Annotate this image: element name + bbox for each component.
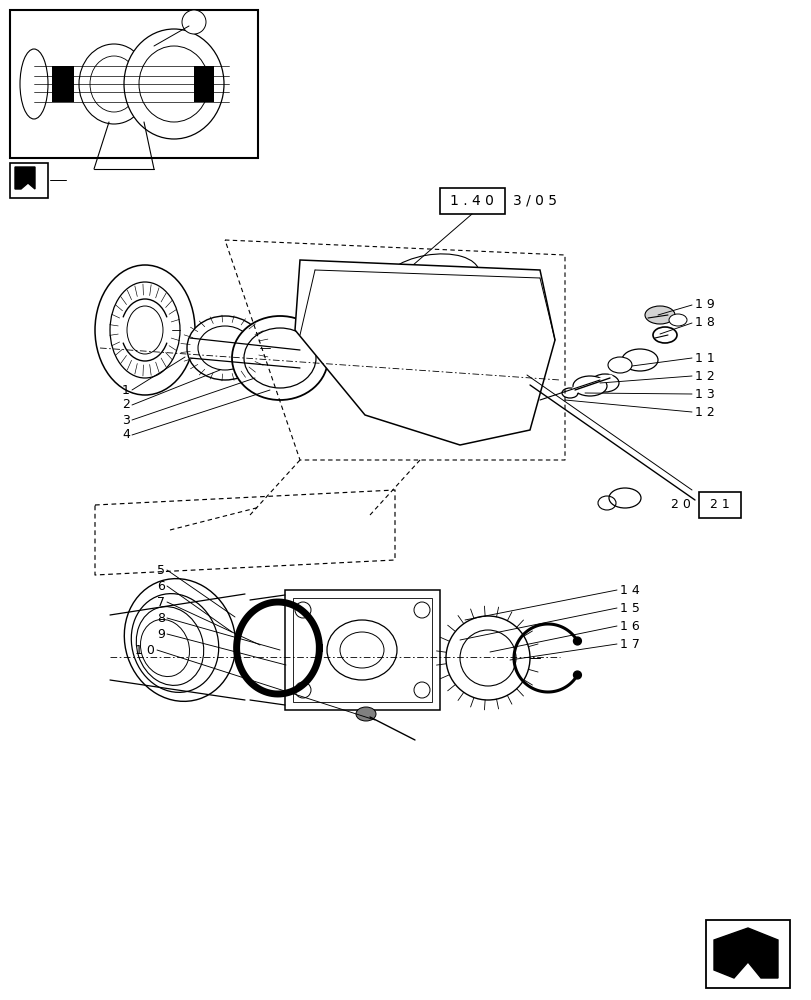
Text: 1 6: 1 6 bbox=[620, 619, 639, 633]
Text: 7: 7 bbox=[157, 595, 165, 608]
Text: 3: 3 bbox=[122, 414, 130, 426]
Ellipse shape bbox=[232, 316, 328, 400]
Ellipse shape bbox=[340, 632, 384, 668]
Bar bbox=[285, 590, 440, 710]
Text: 1 8: 1 8 bbox=[694, 316, 714, 330]
Bar bbox=[293, 598, 431, 702]
Text: 8: 8 bbox=[157, 611, 165, 624]
Ellipse shape bbox=[139, 46, 208, 122]
Ellipse shape bbox=[182, 10, 206, 34]
Bar bbox=[10, 163, 48, 198]
Ellipse shape bbox=[243, 328, 315, 388]
Text: 1 0: 1 0 bbox=[135, 644, 155, 656]
Circle shape bbox=[573, 637, 581, 645]
Ellipse shape bbox=[327, 620, 397, 680]
Ellipse shape bbox=[127, 306, 163, 354]
Polygon shape bbox=[15, 167, 35, 189]
Circle shape bbox=[354, 310, 394, 350]
Ellipse shape bbox=[79, 44, 148, 124]
Text: 9: 9 bbox=[157, 628, 165, 641]
Circle shape bbox=[414, 602, 430, 618]
Bar bbox=[698, 492, 740, 518]
Ellipse shape bbox=[124, 29, 224, 139]
Circle shape bbox=[414, 682, 430, 698]
Bar bbox=[440, 188, 504, 214]
Ellipse shape bbox=[573, 376, 607, 396]
Ellipse shape bbox=[460, 630, 515, 686]
Text: 5: 5 bbox=[157, 564, 165, 576]
Ellipse shape bbox=[668, 314, 686, 326]
Text: 1 2: 1 2 bbox=[694, 406, 714, 418]
Text: 4: 4 bbox=[122, 428, 130, 442]
Circle shape bbox=[461, 291, 488, 319]
Ellipse shape bbox=[90, 56, 138, 112]
Circle shape bbox=[404, 334, 436, 366]
Ellipse shape bbox=[109, 282, 180, 378]
Text: 1 2: 1 2 bbox=[694, 369, 714, 382]
Circle shape bbox=[573, 671, 581, 679]
Ellipse shape bbox=[198, 326, 251, 370]
Circle shape bbox=[294, 602, 311, 618]
Text: 6: 6 bbox=[157, 580, 165, 592]
Text: 1 3: 1 3 bbox=[694, 387, 714, 400]
Text: 1 5: 1 5 bbox=[620, 601, 639, 614]
Polygon shape bbox=[294, 260, 554, 445]
Ellipse shape bbox=[124, 579, 235, 701]
Text: 2 0: 2 0 bbox=[670, 498, 690, 512]
Ellipse shape bbox=[608, 488, 640, 508]
Text: 1: 1 bbox=[122, 383, 130, 396]
Circle shape bbox=[294, 682, 311, 698]
Text: 3 / 0 5: 3 / 0 5 bbox=[513, 194, 556, 208]
Ellipse shape bbox=[136, 607, 204, 685]
Text: 1 9: 1 9 bbox=[694, 298, 714, 312]
Ellipse shape bbox=[187, 316, 263, 380]
Text: 1 1: 1 1 bbox=[694, 352, 714, 364]
Ellipse shape bbox=[95, 265, 195, 395]
Ellipse shape bbox=[621, 349, 657, 371]
Text: 1 . 4 0: 1 . 4 0 bbox=[449, 194, 493, 208]
Bar bbox=[705, 920, 789, 988]
Ellipse shape bbox=[607, 357, 631, 373]
Text: 1 7: 1 7 bbox=[620, 638, 639, 650]
Ellipse shape bbox=[644, 306, 674, 324]
Bar bbox=[10, 10, 258, 158]
Ellipse shape bbox=[355, 707, 375, 721]
Ellipse shape bbox=[20, 49, 48, 119]
Ellipse shape bbox=[131, 594, 218, 692]
Bar bbox=[52, 66, 74, 102]
Ellipse shape bbox=[445, 616, 530, 700]
Text: 1 4: 1 4 bbox=[620, 584, 639, 596]
Polygon shape bbox=[713, 928, 777, 978]
Text: 2: 2 bbox=[122, 398, 130, 412]
Ellipse shape bbox=[140, 619, 189, 677]
Bar bbox=[194, 66, 214, 102]
Text: 2 1: 2 1 bbox=[710, 498, 729, 512]
